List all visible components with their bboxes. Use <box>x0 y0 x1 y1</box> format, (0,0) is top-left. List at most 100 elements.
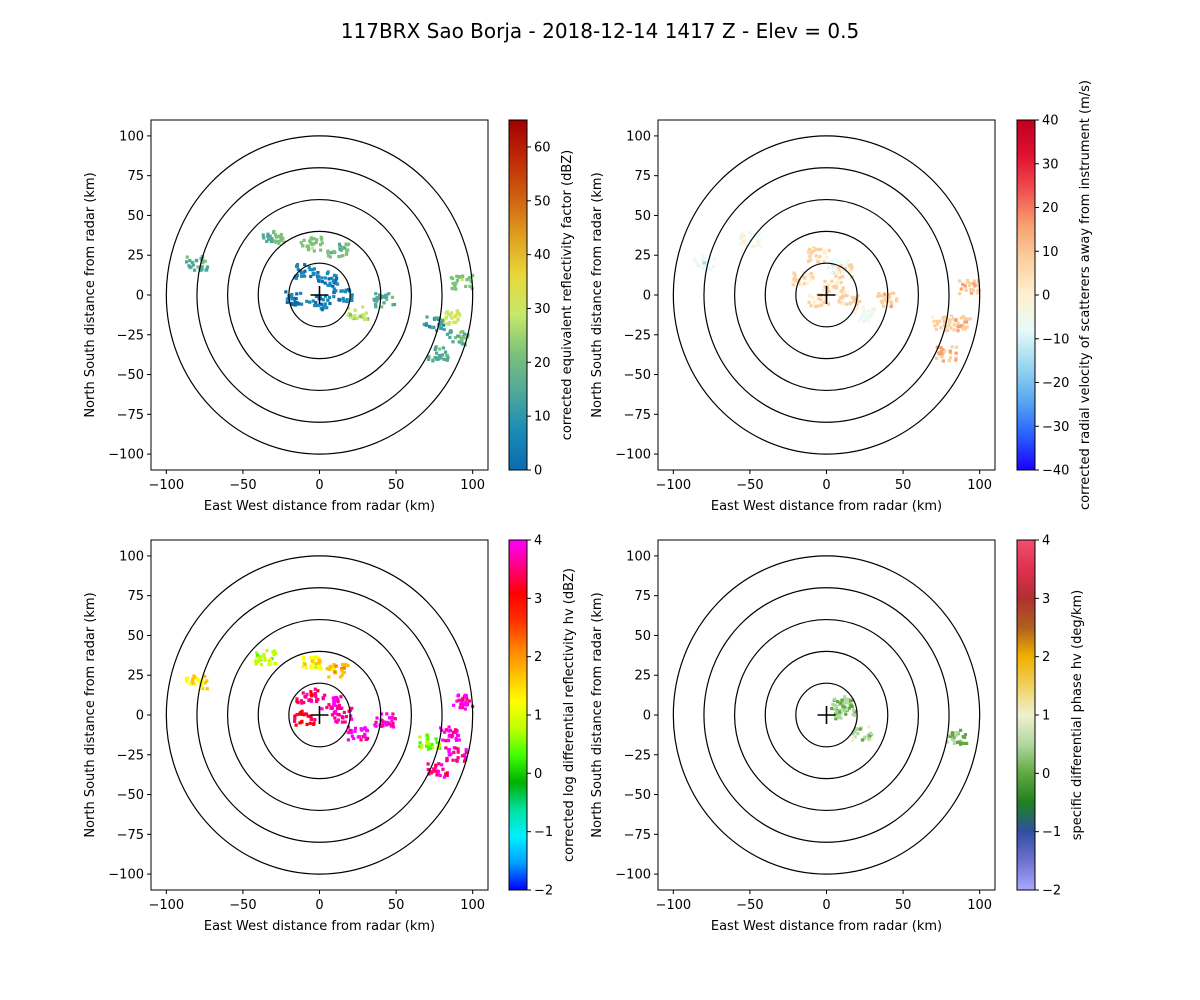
echo-gate <box>269 662 273 666</box>
colorbar-tick-label: −1 <box>534 825 553 840</box>
range-ring-80km <box>703 167 950 423</box>
echo-gate <box>444 315 448 319</box>
echo-gate <box>952 735 956 739</box>
echo-gate <box>868 733 872 737</box>
range-ring-40km <box>257 230 382 360</box>
echo-gate <box>336 704 340 709</box>
echo-gate <box>963 320 967 324</box>
y-tick-label: −50 <box>117 788 144 803</box>
echo-cluster <box>806 246 831 264</box>
echo-gate <box>332 699 336 704</box>
echo-gate <box>314 300 318 305</box>
echo-gate <box>831 259 836 263</box>
echo-gate <box>293 719 297 723</box>
echo-gate <box>390 716 394 720</box>
echo-gate <box>954 351 958 355</box>
echo-gate <box>811 276 815 280</box>
echo-gate <box>837 710 842 714</box>
echo-gate <box>937 319 942 323</box>
echo-gate <box>808 293 812 298</box>
echo-gate <box>955 740 959 744</box>
echo-cluster <box>330 706 354 724</box>
echo-gate <box>831 702 835 707</box>
echo-gate <box>279 238 283 242</box>
echo-gate <box>460 340 464 344</box>
echo-gate <box>343 246 347 250</box>
echo-gate <box>939 345 943 350</box>
echo-gate <box>935 319 940 323</box>
echo-gate <box>816 260 820 264</box>
echo-gate <box>889 304 893 309</box>
echo-gate <box>349 731 353 735</box>
y-tick-label: −25 <box>624 748 651 763</box>
echo-gate <box>274 240 278 244</box>
y-tick-label: 0 <box>136 289 144 304</box>
echo-gate <box>295 712 299 717</box>
colorbar-tick-label: −1 <box>1042 825 1061 840</box>
echo-gate <box>446 356 450 360</box>
echo-gate <box>808 258 812 262</box>
echo-gate <box>262 236 266 240</box>
echo-gate <box>846 697 850 701</box>
echo-gate <box>453 314 457 318</box>
echo-gate <box>954 345 959 349</box>
echo-gate <box>889 300 893 304</box>
echo-gate <box>330 706 334 710</box>
echo-gate <box>837 299 841 303</box>
echo-gate <box>390 719 394 723</box>
echo-gate <box>344 252 349 256</box>
echo-cluster <box>441 309 462 326</box>
echo-gate <box>830 271 834 275</box>
echo-gate <box>345 299 349 304</box>
echo-gate <box>272 649 276 653</box>
echo-gate <box>200 265 204 269</box>
echo-gate <box>751 244 755 248</box>
echo-gate <box>363 734 367 739</box>
echo-gate <box>880 294 884 298</box>
x-tick-label: −50 <box>736 898 763 913</box>
echo-gate <box>959 287 963 291</box>
echo-cluster <box>295 687 320 705</box>
colorbar-tick-label: 0 <box>1042 767 1050 782</box>
echo-gate <box>447 753 451 757</box>
echo-gate <box>453 283 457 287</box>
echo-cluster <box>325 662 350 679</box>
echo-gate <box>314 240 318 245</box>
echo-gate <box>962 325 966 329</box>
echo-gate <box>361 305 365 309</box>
echo-gate <box>193 268 197 272</box>
echo-cluster <box>791 270 815 287</box>
echo-gate <box>836 268 840 272</box>
echo-gate <box>444 746 448 750</box>
echo-gate <box>200 677 205 681</box>
echo-gate <box>316 270 320 275</box>
echo-gate <box>954 358 958 362</box>
echo-gate <box>262 654 266 658</box>
echo-gate <box>434 737 438 741</box>
echo-gate <box>758 231 762 236</box>
echo-gate <box>881 304 886 308</box>
echo-gate <box>310 659 314 663</box>
colorbar-tick-label: 1 <box>1042 709 1050 724</box>
echo-gate <box>320 707 324 711</box>
colorbar-tick-label: 0 <box>1042 289 1050 304</box>
echo-gate <box>317 274 321 279</box>
echo-gate <box>854 727 859 731</box>
echo-gate <box>259 658 263 662</box>
echo-gate <box>341 253 345 258</box>
echo-gate <box>364 311 368 315</box>
echo-gate <box>279 232 283 237</box>
echo-gate <box>441 767 445 771</box>
range-ring-100km <box>165 555 474 875</box>
echo-gate <box>442 775 447 779</box>
colorbar-label: corrected log differential reflectivity … <box>562 568 577 862</box>
echo-gate <box>705 259 709 263</box>
echo-cluster <box>826 258 851 276</box>
echo-gate <box>319 248 323 252</box>
echo-gate <box>965 278 970 283</box>
echo-gate <box>323 276 327 280</box>
echo-gate <box>300 274 304 278</box>
echo-gate <box>867 314 871 318</box>
echo-gate <box>204 268 208 272</box>
echo-gate <box>450 733 455 737</box>
